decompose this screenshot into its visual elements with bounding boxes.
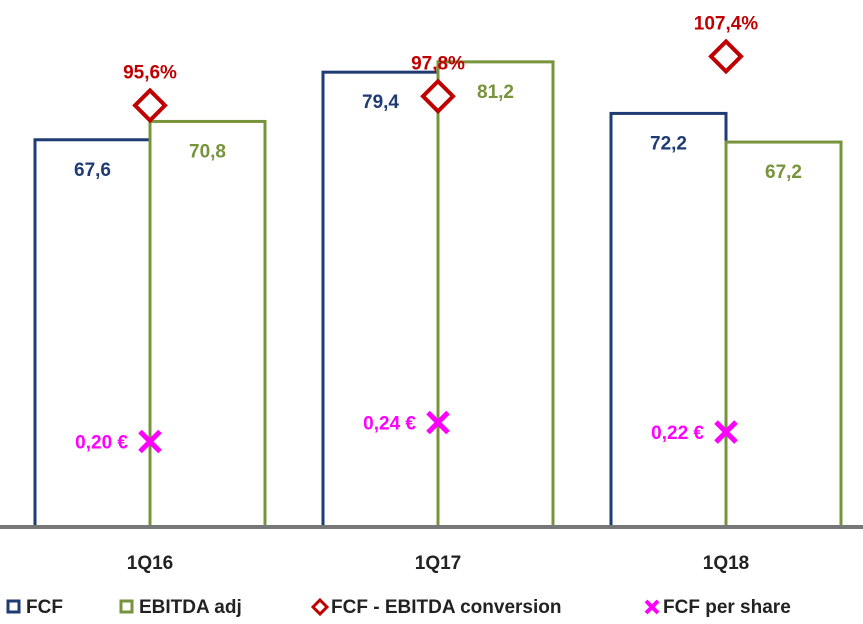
bar — [724, 140, 843, 529]
bar — [321, 70, 440, 529]
data-label: 0,20 € — [75, 433, 128, 454]
legend-label: FCF - EBITDA conversion — [331, 597, 561, 618]
bar — [33, 138, 152, 529]
data-label: 72,2 — [650, 133, 687, 154]
data-label: 81,2 — [477, 82, 514, 103]
marker-x — [426, 410, 450, 435]
data-label: 97,8% — [411, 53, 465, 74]
legend-swatch — [6, 599, 21, 614]
data-label: 79,4 — [362, 92, 399, 113]
bar — [436, 60, 555, 529]
legend-swatch — [119, 599, 134, 614]
x-tick-label: 1Q18 — [703, 553, 749, 574]
data-label: 70,8 — [189, 141, 226, 162]
x-tick-label: 1Q16 — [127, 553, 173, 574]
legend-label: EBITDA adj — [139, 597, 242, 618]
data-label: 67,6 — [74, 160, 111, 181]
x-tick-label: 1Q17 — [415, 553, 461, 574]
data-label: 0,22 € — [651, 423, 704, 444]
marker-diamond — [420, 78, 456, 115]
bar — [609, 111, 728, 529]
marker-diamond — [708, 38, 744, 75]
data-label: 0,24 € — [363, 414, 416, 435]
data-label: 107,4% — [694, 13, 759, 34]
marker-diamond — [132, 87, 168, 124]
marker-x — [138, 429, 162, 454]
legend-label: FCF — [26, 597, 63, 618]
legend-swatch — [310, 597, 330, 617]
data-label: 67,2 — [765, 162, 802, 183]
data-label: 95,6% — [123, 62, 177, 83]
marker-x — [714, 420, 738, 444]
legend-swatch — [644, 599, 660, 615]
bar — [148, 119, 267, 529]
legend-label: FCF per share — [663, 597, 791, 618]
